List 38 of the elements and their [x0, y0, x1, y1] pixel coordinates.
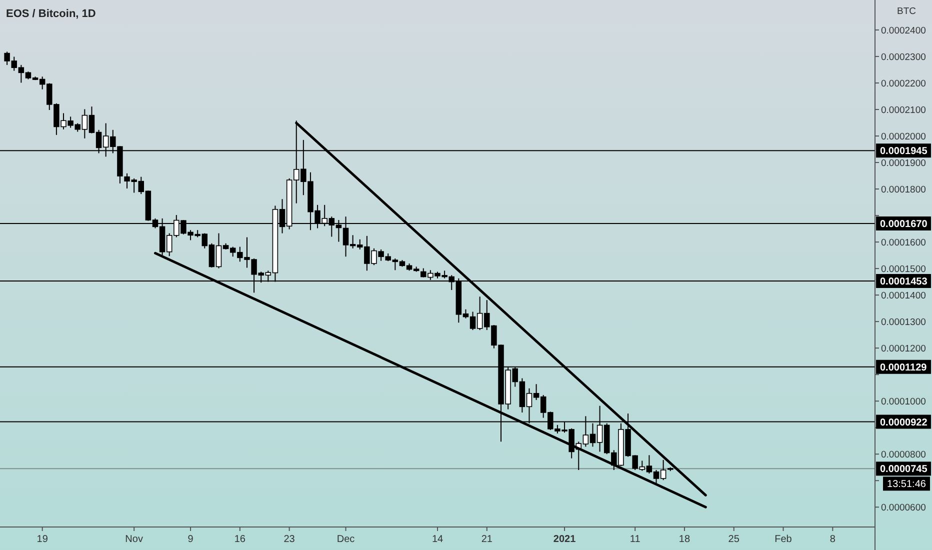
y-tick-label: 0.0001300 [881, 316, 926, 328]
x-tick-label: 23 [284, 534, 296, 545]
y-tick-label: 0.0001900 [881, 158, 926, 169]
text: EOS / Bitcoin, 1D [6, 8, 96, 20]
ref-line-label: 0.0001670 [880, 218, 928, 230]
ref-line-label: 0.0000745 [880, 464, 928, 476]
y-tick-label: 0.0001200 [881, 343, 926, 354]
x-tick-label: 19 [36, 534, 48, 545]
x-tick-label: 16 [234, 534, 246, 545]
y-tick-label: 0.0001800 [881, 184, 926, 196]
y-tick-label: 0.0001000 [881, 396, 926, 408]
x-tick-label: 2021 [553, 534, 576, 545]
x-tick-label: Feb [774, 534, 792, 545]
x-tick-label: 18 [678, 534, 690, 545]
ref-line-label: 0.0001945 [880, 146, 928, 158]
x-tick-label: 21 [481, 534, 493, 545]
x-tick-label: 25 [728, 534, 740, 545]
text: 13:51:46 [887, 479, 926, 490]
y-tick-label: 0.0002300 [881, 52, 926, 63]
y-tick-label: 0.0000800 [881, 449, 926, 460]
x-tick-label: 14 [432, 534, 444, 545]
y-tick-label: 0.0001400 [881, 290, 926, 302]
y-tick-label: 0.0001500 [881, 264, 926, 275]
y-tick-label: 0.0002100 [881, 104, 926, 116]
x-tick-label: 8 [830, 534, 836, 545]
ref-line-label: 0.0001129 [880, 362, 928, 374]
y-tick-label: 0.0002200 [881, 78, 926, 90]
y-tick-label: 0.0002000 [881, 131, 926, 142]
x-tick-label: 11 [630, 534, 641, 545]
y-tick-label: 0.0001600 [881, 237, 926, 248]
ref-line-label: 0.0000922 [880, 417, 928, 428]
ref-line-label: 0.0001453 [880, 276, 928, 288]
y-tick-label: 0.0002400 [881, 25, 926, 36]
x-tick-label: Dec [336, 534, 355, 545]
y-axis-title: BTC [897, 6, 916, 17]
x-tick-label: 9 [188, 534, 194, 545]
x-tick-label: Nov [125, 534, 143, 545]
y-tick-label: 0.0000600 [881, 502, 926, 514]
